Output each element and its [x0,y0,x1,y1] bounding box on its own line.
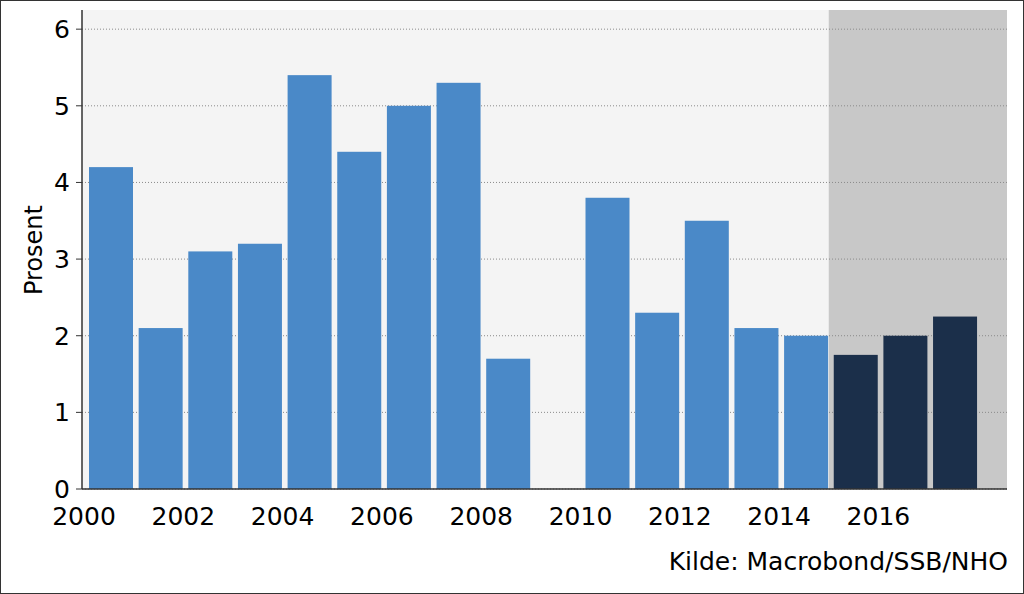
bar [486,359,530,489]
grid-line [82,105,1007,106]
grid-line [82,489,1007,490]
bar [586,198,630,489]
grid-line [82,29,1007,30]
x-tick-label: 2012 [648,502,712,531]
bar [238,244,282,489]
source: Kilde: Macrobond/SSB/NHO [669,547,1008,576]
bar [635,313,679,489]
forecast-shading [829,10,1007,489]
y-axis-label: Prosent [20,205,48,295]
bar [288,75,332,489]
chart: 0 1 2 3 4 5 6 2000 2002 2004 2006 2008 2010 2012 2014 2… [0,0,1024,594]
y-axis [81,10,83,489]
x-tick-label: 2004 [251,502,315,531]
y-tick [76,335,82,336]
bar [834,355,878,489]
y-tick [76,29,82,30]
x-tick-label: 2008 [449,502,513,531]
y-tick-label: 4 [54,168,70,197]
y-tick [76,182,82,183]
bar [188,251,232,489]
bar [139,328,183,489]
bar [933,317,977,489]
x-tick-label: 2014 [747,502,811,531]
bar [89,167,133,489]
x-tick-label: 2002 [151,502,215,531]
bar [784,336,828,489]
y-tick-label: 2 [54,322,70,351]
y-tick [76,489,82,490]
y-tick [76,259,82,260]
bars [89,75,977,489]
x-axis [82,488,1007,490]
y-tick-label: 1 [54,398,70,427]
frame [1,1,1024,594]
y-tick-label: 3 [54,245,70,274]
x-tick-label: 2006 [350,502,414,531]
bar [337,152,381,489]
bar [883,336,927,489]
y-tick-label: 0 [54,475,70,504]
x-tick-label: 2010 [549,502,613,531]
x-tick-label: 2000 [52,502,116,531]
bar [734,328,778,489]
bar [685,221,729,489]
bar [387,106,431,489]
grid-line [82,182,1007,183]
y-tick-label: 6 [54,15,70,44]
y-tick [76,412,82,413]
x-tick-label: 2016 [847,502,911,531]
bar [437,83,481,489]
y-tick [76,105,82,106]
y-tick-label: 5 [54,92,70,121]
plot-background [82,10,1007,489]
